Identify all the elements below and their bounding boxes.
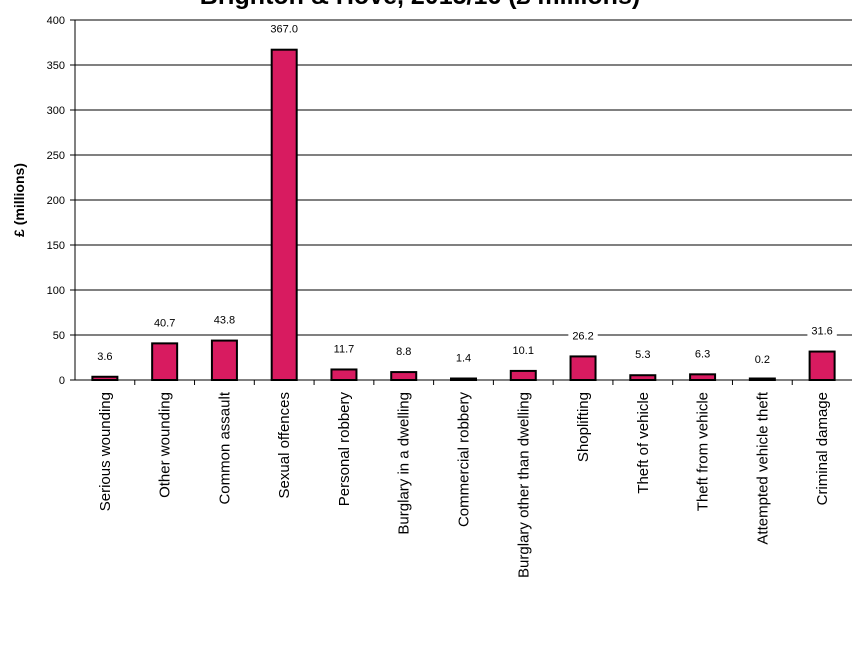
data-label-background [93,349,117,364]
data-label-background [568,329,598,344]
data-label-background [149,316,180,331]
y-tick-label: 400 [47,15,65,27]
bar [330,368,358,382]
y-tick-label: 250 [47,150,65,162]
data-label: 11.7 [334,343,355,355]
data-label-background [266,22,302,37]
bars [91,48,836,382]
y-tick-label: 100 [47,285,65,297]
chart-title: Brighton & Hove, 2015/16 (£ millions) [200,0,640,10]
data-label: 31.6 [811,326,832,338]
data-label: 1.4 [456,353,471,365]
bar [569,355,597,382]
x-tick-label: Burglary other than dwelling [515,392,532,578]
x-tick-label: Theft of vehicle [635,392,652,494]
data-label-background [329,342,359,357]
data-label-background [750,352,774,367]
y-tick-label: 300 [47,105,65,117]
data-label: 26.2 [572,330,593,342]
data-label-background [690,347,715,362]
x-tick-label: Common assault [216,391,233,504]
data-label: 367.0 [270,24,298,36]
data-label: 43.8 [214,315,235,327]
bar [390,371,418,381]
data-label: 3.6 [97,351,112,363]
x-tick-label: Commercial robbery [456,392,473,528]
data-labels: 3.6 40.7 43.8 367.0 11.7 8.8 1.4 10.1 26.2 5.3 6.3… [93,22,837,367]
data-label-background [807,324,837,339]
axes: 0 50 100 150 200 250 300 350 400 Serious wounding… [47,15,852,578]
data-label: 0.2 [755,354,770,366]
data-label-background [508,343,538,358]
data-label: 10.1 [513,345,534,357]
x-tick-label: Serious wounding [97,392,114,511]
x-tick-label: Criminal damage [814,392,831,505]
data-label: 6.3 [695,348,710,360]
bar [270,48,298,381]
y-axis-label: £ (millions) [11,163,27,237]
data-label: 8.8 [396,346,411,358]
bar [210,339,238,381]
data-label-background [451,351,476,366]
bar [689,373,717,381]
x-tick-label: Personal robbery [336,392,353,507]
data-label: 40.7 [154,317,175,329]
y-tick-label: 0 [59,375,65,387]
x-tick-label: Shoplifting [575,392,592,462]
x-tick-label: Sexual offences [276,392,293,498]
gridlines [75,19,852,336]
bar [509,369,537,382]
data-label-background [209,313,240,328]
data-label-background [631,348,655,363]
data-label-background [392,345,416,360]
x-tick-label: Attempted vehicle theft [754,391,771,544]
y-tick-label: 350 [47,60,65,72]
y-tick-label: 200 [47,195,65,207]
data-label: 5.3 [635,349,650,361]
y-tick-label: 50 [53,330,65,342]
bar [151,342,179,381]
x-tick-label: Theft from vehicle [695,392,712,511]
bar [629,374,657,382]
x-tick-label: Other wounding [157,392,174,498]
bar [808,350,836,381]
y-tick-label: 150 [47,240,65,252]
x-tick-label: Burglary in a dwelling [396,392,413,535]
